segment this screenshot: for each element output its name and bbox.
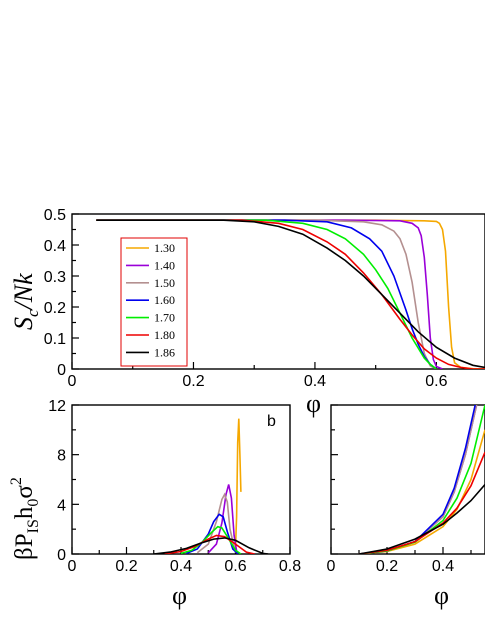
bl-xtick-label: 0.6 — [224, 558, 246, 575]
top-series-1-70 — [96, 219, 437, 369]
bl-ylabel-mid: h — [11, 506, 38, 519]
top-series-1-40 — [96, 219, 443, 369]
bl-ytick-label: 4 — [57, 497, 66, 514]
br-series-1-86 — [358, 483, 485, 554]
bl-ylabel-sub2: 0 — [25, 499, 42, 507]
bl-ytick-label: 8 — [57, 448, 66, 465]
br-y-ticks — [331, 404, 338, 555]
top-ylabel: Sc/Nk — [9, 273, 42, 330]
br-x-ticks: 0 0.2 0.4 — [327, 547, 472, 575]
bl-ylabel-sup: 2 — [8, 477, 25, 485]
bl-xtick-label: 0 — [68, 558, 77, 575]
top-xtick-label: 0.6 — [425, 373, 447, 390]
top-xtick-label: 0.4 — [304, 373, 326, 390]
bl-ylabel-sub1: IS — [25, 519, 42, 533]
bl-series-1-70 — [180, 525, 242, 554]
bl-series-1-30 — [234, 418, 242, 548]
bl-series-1-40 — [207, 484, 238, 554]
bl-plot-frame — [71, 404, 291, 555]
bl-ylabel: βPISh0σ2 — [8, 477, 42, 560]
bl-ytick-label: 0 — [57, 547, 66, 564]
bl-series-1-86 — [153, 537, 269, 554]
legend-label: 1.50 — [154, 276, 175, 290]
top-series-1-80 — [96, 219, 485, 369]
top-ylabel-main: S — [9, 317, 38, 330]
legend-label: 1.30 — [154, 241, 175, 255]
top-y-ticks: 0 0.1 0.2 0.3 0.4 0.5 — [44, 207, 79, 379]
legend-label: 1.60 — [154, 293, 175, 307]
bl-x-ticks: 0 0.2 0.4 0.6 0.8 — [68, 547, 301, 575]
br-xtick-label: 0 — [327, 558, 336, 575]
bl-ylabel-main: βP — [11, 533, 38, 560]
bl-series-1-80 — [164, 534, 255, 554]
top-series-1-86 — [96, 219, 485, 369]
bl-xlabel: φ — [172, 581, 187, 610]
legend: 1.30 1.40 1.50 1.60 1.70 1.80 1.86 — [120, 237, 188, 367]
br-series-1-70 — [358, 405, 485, 554]
br-xtick-label: 0.2 — [376, 558, 398, 575]
br-series-1-50 — [358, 405, 478, 554]
top-ytick-label: 0 — [57, 362, 66, 379]
top-panel: 0 0.2 0.4 0.6 0 0.1 0.2 0.3 0.4 0.5 Sc/Nk φ 1.30… — [9, 207, 485, 418]
bl-ylabel-tail: σ — [11, 485, 38, 499]
top-xlabel: φ — [306, 389, 321, 418]
bl-y-ticks: 0 4 8 12 — [48, 398, 79, 564]
br-xtick-label: 0.4 — [432, 558, 454, 575]
top-series-1-50 — [96, 219, 437, 369]
bl-curves — [153, 418, 269, 554]
legend-label: 1.40 — [154, 258, 175, 272]
top-ytick-label: 0.3 — [44, 269, 66, 286]
br-series-1-80 — [358, 451, 485, 554]
top-ytick-label: 0.1 — [44, 331, 66, 348]
legend-label: 1.70 — [154, 311, 175, 325]
top-xtick-label: 0 — [68, 373, 77, 390]
top-ytick-label: 0.2 — [44, 300, 66, 317]
br-xlabel: φ — [434, 581, 449, 610]
bl-panel-label: b — [267, 413, 276, 430]
bl-xtick-label: 0.4 — [170, 558, 192, 575]
br-curves — [358, 405, 485, 554]
legend-box — [120, 237, 188, 367]
bl-ytick-label: 12 — [48, 398, 66, 415]
top-ylabel-tail: /Nk — [9, 273, 38, 312]
top-xtick-label: 0.2 — [182, 373, 204, 390]
bottom-right-panel: 0 0.2 0.4 φ — [327, 404, 485, 610]
bl-xtick-label: 0.2 — [115, 558, 137, 575]
bl-xtick-label: 0.8 — [279, 558, 301, 575]
top-x-ticks: 0 0.2 0.4 0.6 — [68, 362, 448, 390]
top-ytick-label: 0.5 — [44, 207, 66, 224]
br-series-1-40 — [358, 405, 478, 554]
top-curves — [96, 219, 485, 369]
legend-label: 1.80 — [154, 328, 175, 342]
legend-label: 1.86 — [154, 345, 175, 359]
top-ytick-label: 0.4 — [44, 238, 66, 255]
top-ylabel-sub: c — [23, 309, 42, 317]
br-plot-frame — [330, 404, 485, 555]
